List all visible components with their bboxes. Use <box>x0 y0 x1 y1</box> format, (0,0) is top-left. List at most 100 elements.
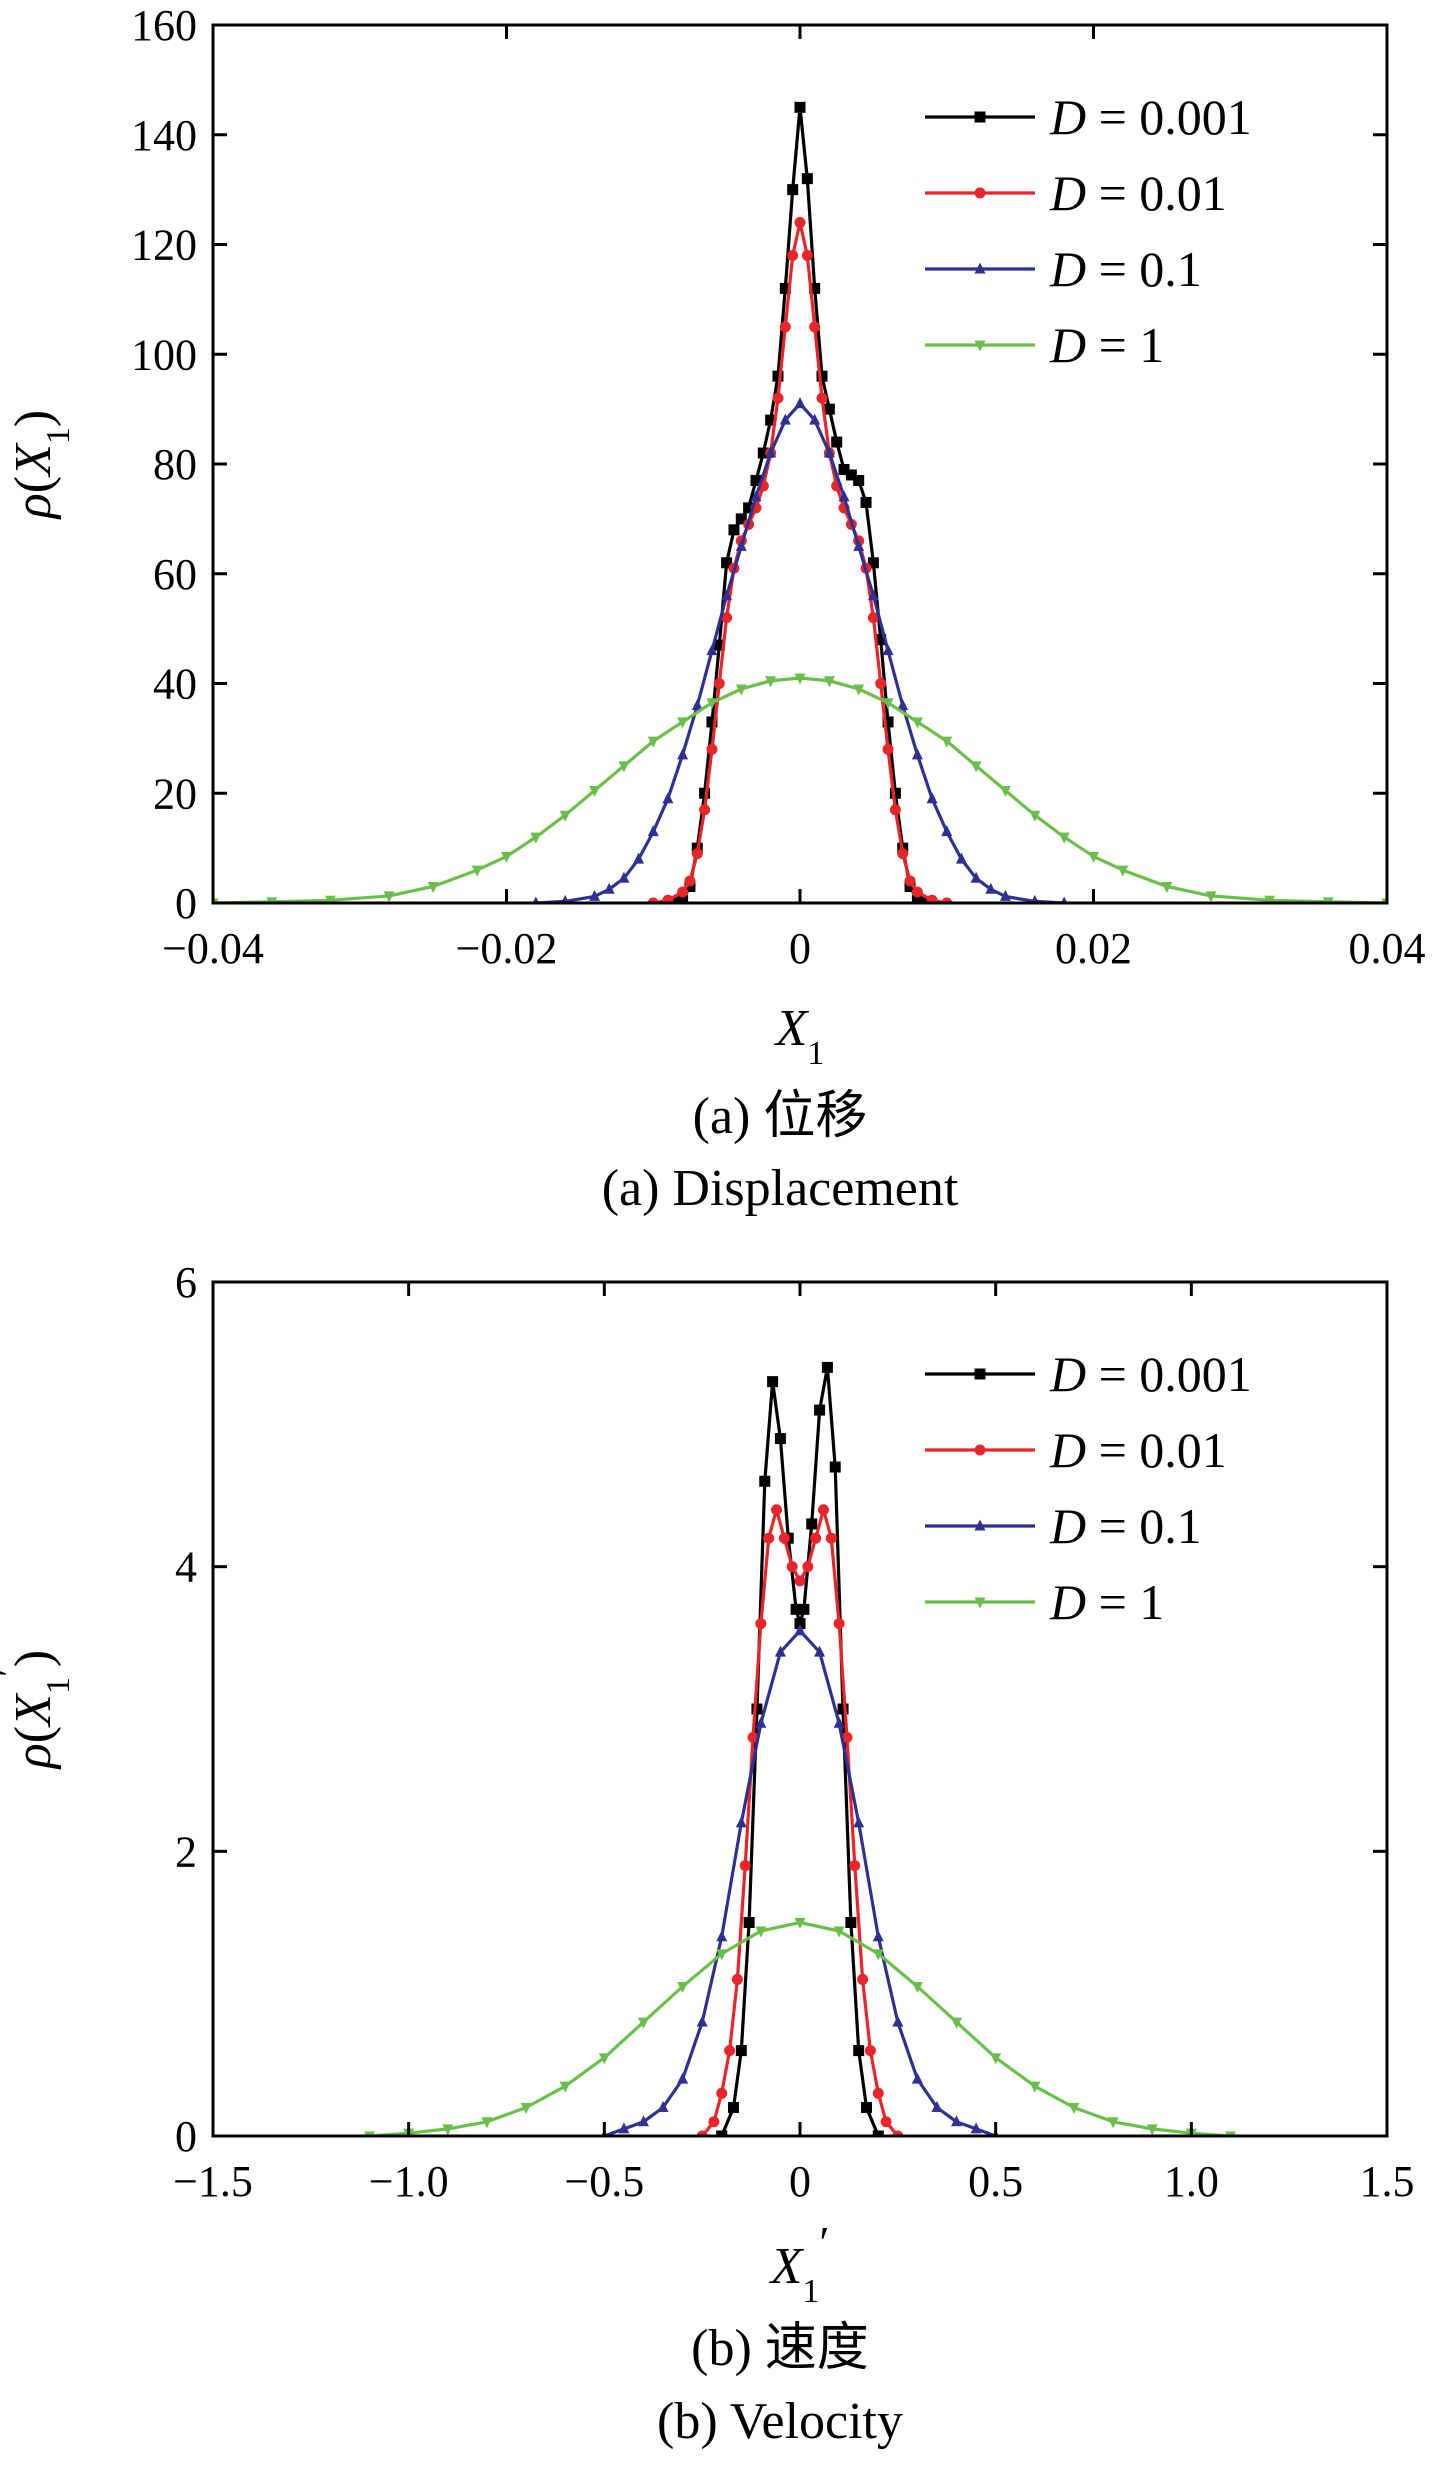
data-point <box>691 848 703 860</box>
y-tick-label: 2 <box>175 1827 197 1876</box>
legend-marker-1 <box>974 187 986 199</box>
data-point <box>767 1376 779 1388</box>
data-point <box>589 786 601 798</box>
legend-marker-0 <box>974 1368 986 1380</box>
data-point <box>849 1860 861 1872</box>
data-point <box>970 2122 982 2134</box>
caption-chinese: (a) 位移 <box>693 1088 868 1145</box>
data-point <box>696 2015 708 2027</box>
data-point <box>662 792 674 804</box>
data-point <box>1029 2081 1041 2093</box>
data-point <box>735 539 747 551</box>
data-point <box>561 894 570 903</box>
data-point <box>772 392 784 404</box>
series-3 <box>213 673 1387 903</box>
y-tick-label: 20 <box>153 769 197 818</box>
data-point <box>1117 865 1129 877</box>
data-point <box>809 413 821 425</box>
x-tick-label: −0.5 <box>564 2157 644 2206</box>
data-point <box>911 2072 923 2084</box>
data-point <box>970 761 982 773</box>
y-tick-label: 140 <box>131 111 197 160</box>
legend-marker-3 <box>974 1597 986 1609</box>
data-point <box>471 865 483 877</box>
legend-marker-2 <box>974 262 986 274</box>
data-point <box>677 748 689 760</box>
data-point <box>801 249 813 261</box>
x-tick-label: −0.02 <box>456 924 558 973</box>
series-line-1 <box>700 1508 900 2136</box>
y-tick-label: 40 <box>153 660 197 709</box>
x-tick-label: −1.0 <box>369 2157 449 2206</box>
legend-label-1: D = 0.01 <box>1049 165 1227 221</box>
data-point <box>837 1703 849 1715</box>
data-point <box>677 1982 689 1994</box>
data-point <box>809 321 821 333</box>
data-point <box>706 644 718 656</box>
x-tick-label: 0.5 <box>968 2157 1023 2206</box>
data-point <box>708 2116 720 2128</box>
data-point <box>955 852 967 864</box>
data-point <box>853 474 865 486</box>
data-point <box>794 1575 806 1587</box>
data-point <box>1029 810 1041 822</box>
legend-label-3: D = 1 <box>1049 1574 1164 1630</box>
data-point <box>589 889 601 901</box>
data-point <box>520 2103 532 2115</box>
data-point <box>1205 891 1217 903</box>
data-point <box>735 2045 747 2057</box>
data-point <box>747 1731 759 1743</box>
data-point <box>662 894 674 903</box>
data-point <box>941 736 953 748</box>
data-point <box>853 539 865 551</box>
data-point <box>603 882 615 894</box>
data-point <box>911 894 923 903</box>
data-point <box>735 513 747 525</box>
data-point <box>970 871 982 883</box>
data-point <box>1088 851 1099 863</box>
data-point <box>633 852 645 864</box>
data-point <box>829 1461 841 1473</box>
data-point <box>867 557 879 569</box>
data-point <box>618 871 630 883</box>
data-point <box>647 736 659 748</box>
data-point <box>882 698 894 710</box>
x-tick-label: 1.5 <box>1360 2157 1415 2206</box>
data-point <box>442 2124 454 2136</box>
data-point <box>647 825 659 837</box>
data-point <box>763 1532 775 1544</box>
data-point <box>383 891 395 903</box>
x-axis-label: X1′ <box>769 2217 830 2310</box>
data-point <box>724 2045 736 2057</box>
data-point <box>794 397 806 409</box>
data-point <box>823 676 835 688</box>
data-point <box>750 474 762 486</box>
data-point <box>838 463 850 475</box>
data-point <box>765 414 777 426</box>
data-point <box>1058 832 1070 844</box>
data-point <box>892 2015 904 2027</box>
data-point <box>860 496 872 508</box>
data-point <box>861 2102 873 2114</box>
series-2 <box>532 397 1068 903</box>
data-point <box>794 217 806 229</box>
data-point <box>931 2101 943 2113</box>
series-3 <box>364 1918 1236 2136</box>
data-point <box>691 698 703 710</box>
data-point <box>872 1949 884 1961</box>
data-point <box>677 886 689 898</box>
data-point <box>559 810 571 822</box>
data-point <box>772 370 784 382</box>
data-point <box>794 1624 806 1636</box>
data-point <box>787 184 799 196</box>
data-point <box>794 673 806 685</box>
data-point <box>911 886 923 898</box>
data-point <box>743 502 755 514</box>
caption-english: (a) Displacement <box>602 1160 959 1217</box>
data-point <box>872 2130 884 2136</box>
data-point <box>787 249 799 261</box>
data-point <box>823 403 835 415</box>
data-point <box>1146 2124 1158 2136</box>
data-point <box>706 743 718 755</box>
data-point <box>677 717 689 729</box>
